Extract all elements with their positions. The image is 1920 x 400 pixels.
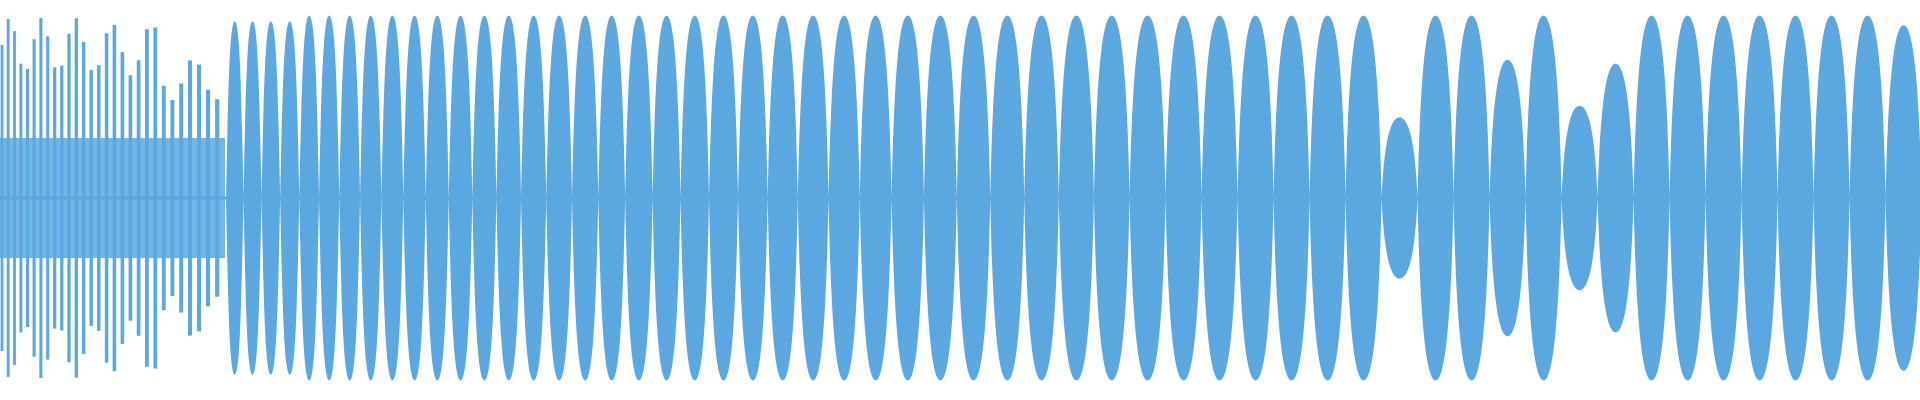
waveform-lobes <box>0 15 1920 381</box>
